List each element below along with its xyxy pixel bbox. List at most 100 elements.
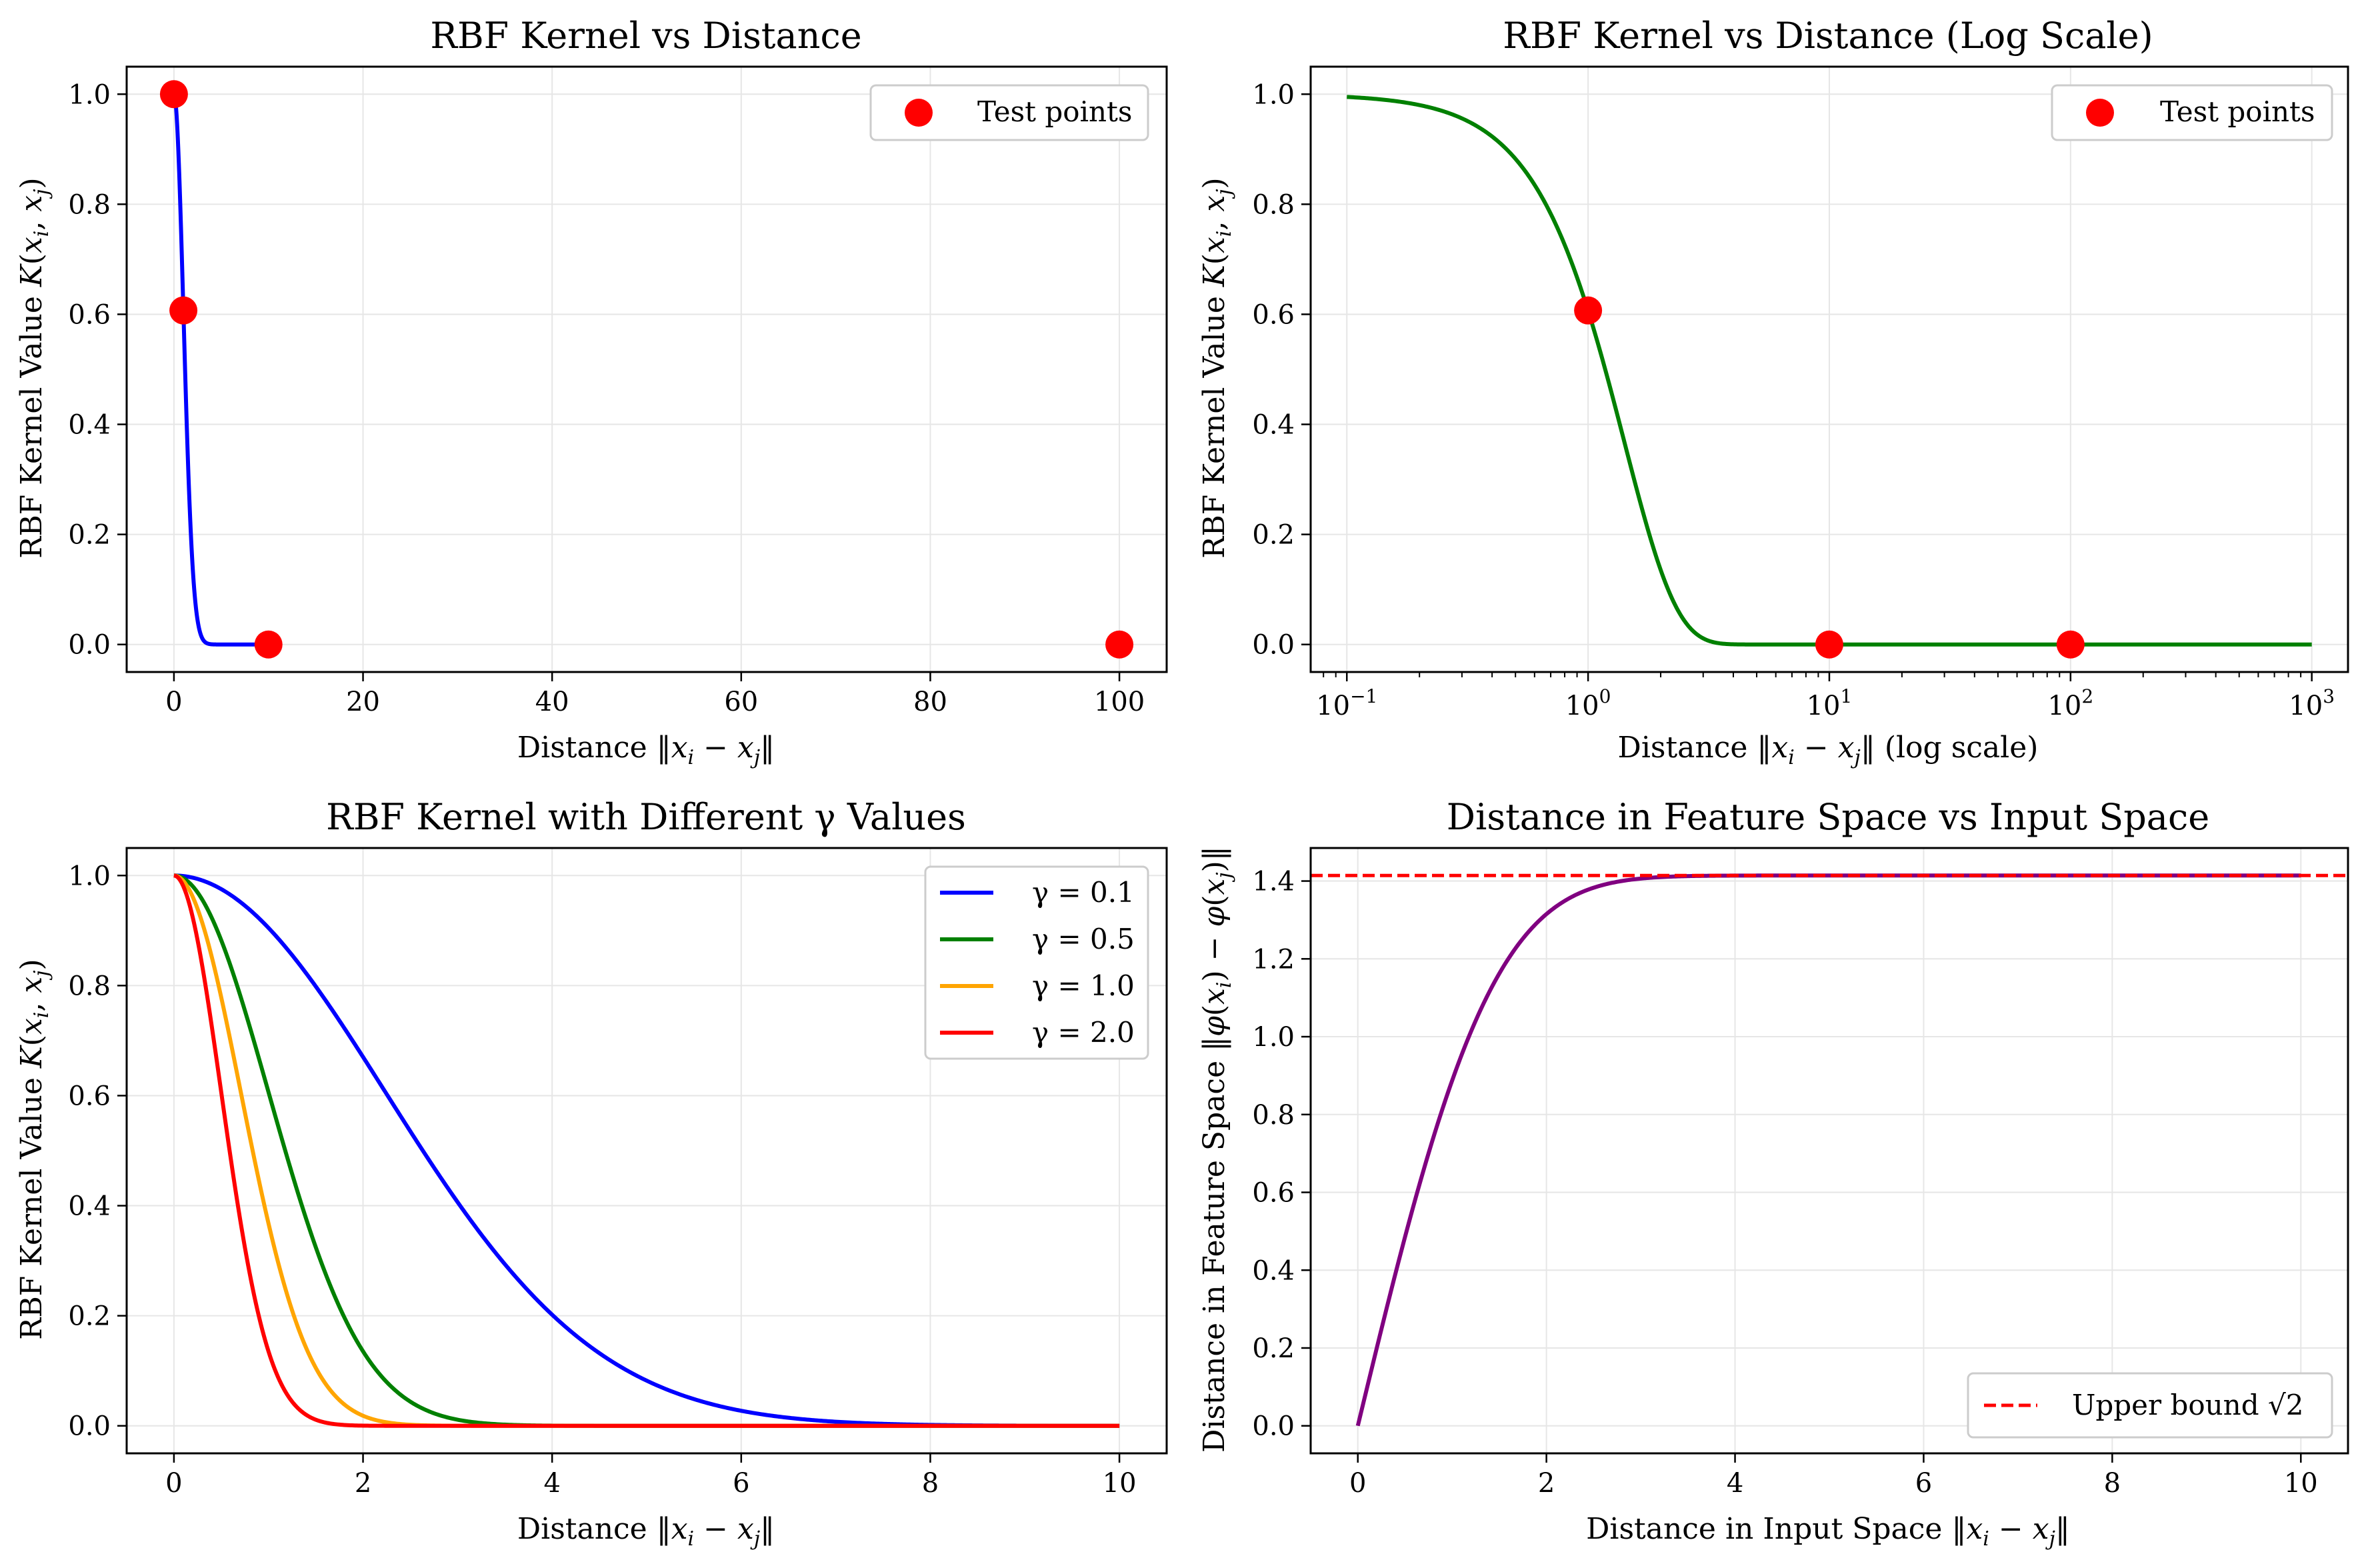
legend-label: Upper bound √2 [2072, 1389, 2303, 1421]
svg-text:RBF Kernel Value K(xi, xj): RBF Kernel Value K(xi, xj) [1197, 177, 1236, 558]
x-tick-label: 8 [922, 1468, 939, 1499]
y-axis-label-prefix: RBF Kernel Value [15, 1068, 49, 1340]
x-tick-label: 0 [165, 687, 182, 717]
test-point-marker [2056, 630, 2085, 659]
y-tick-label: 0.0 [1252, 630, 1295, 661]
legend-frame [2051, 84, 2333, 141]
x-tick-label: 0 [165, 1468, 182, 1499]
y-axis-label: RBF Kernel Value K(xi, xj) [15, 177, 53, 558]
y-tick-label: 1.2 [1252, 944, 1295, 975]
x-tick-label: 2 [1538, 1468, 1555, 1499]
x-tick-label: 6 [733, 1468, 749, 1499]
legend-frame [924, 865, 1149, 1060]
legend: Test points [2051, 84, 2333, 141]
chart-title: RBF Kernel vs Distance [430, 15, 861, 57]
axes-frame [1309, 847, 2349, 1455]
axes-frame [125, 65, 1168, 673]
y-axis-label-prefix: RBF Kernel Value [15, 287, 49, 559]
x-axis-label: Distance in Input Space ‖xi − xj‖ [1586, 1512, 2070, 1551]
legend-marker-test-points [905, 99, 933, 127]
x-tick-label: 4 [543, 1468, 560, 1499]
plot-series [1311, 873, 2348, 1427]
series-line-blue [172, 92, 271, 647]
test-point-marker [169, 296, 198, 325]
legend-label: γ = 0.1 [1032, 876, 1135, 909]
x-tick-label: 100 [1094, 687, 1145, 717]
svg-text:Distance ‖xi − xj‖ (log scale): Distance ‖xi − xj‖ (log scale) [1618, 731, 2039, 769]
chart-title: Distance in Feature Space vs Input Space [1447, 796, 2209, 838]
y-axis-label: RBF Kernel Value K(xi, xj) [15, 959, 53, 1339]
y-tick-label: 1.0 [1252, 79, 1295, 110]
y-axis-label-prefix: RBF Kernel Value [1197, 287, 1231, 559]
y-tick-label: 0.2 [1252, 520, 1295, 551]
x-axis-label-prefix: Distance ‖ [517, 1512, 671, 1546]
y-tick-label: 0.4 [68, 1191, 111, 1222]
legend-marker-test-points [2086, 99, 2114, 127]
plot-area: 0 2 4 6 8 10 0.0 0.2 0.4 0.6 0.8 1.0 1.2 1.4 [1252, 847, 2349, 1499]
chart-top-right: RBF Kernel vs Distance (Log Scale) Dista… [1197, 15, 2349, 769]
y-tick-label: 0.6 [1252, 1178, 1295, 1209]
x-tick-label: 4 [1727, 1468, 1743, 1499]
plot-area: 0 20 40 60 80 100 0.0 0.2 0.4 0.6 0.8 1.0 [68, 65, 1168, 717]
x-axis-label: Distance ‖xi − xj‖ [517, 731, 775, 769]
y-tick-label: 0.0 [68, 630, 111, 661]
legend-label: Test points [2160, 95, 2315, 128]
x-axis-label: Distance ‖xi − xj‖ (log scale) [1618, 731, 2039, 769]
y-tick-label: 0.8 [1252, 189, 1295, 220]
legend: Upper bound √2 [1967, 1372, 2333, 1439]
x-axis-label-prefix: Distance ‖ [517, 731, 671, 765]
svg-text:Distance ‖xi − xj‖: Distance ‖xi − xj‖ [517, 731, 775, 769]
legend-label: γ = 2.0 [1032, 1016, 1135, 1049]
y-tick-label: 0.4 [1252, 410, 1295, 441]
x-tick-label: 103 [2289, 685, 2335, 721]
y-tick-label: 0.0 [1252, 1411, 1295, 1442]
y-tick-label: 1.0 [68, 79, 111, 110]
x-axis-label-prefix: Distance in Input Space ‖ [1586, 1512, 1966, 1546]
y-tick-label: 0.4 [1252, 1255, 1295, 1286]
legend-label: Test points [977, 95, 1132, 128]
x-tick-label: 2 [355, 1468, 371, 1499]
test-point-marker [1105, 630, 1134, 659]
x-axis-label-prefix: Distance ‖ [1618, 731, 1772, 765]
y-tick-label: 0.4 [68, 410, 111, 441]
plot-series [173, 873, 1120, 1428]
plot-area: 0 2 4 6 8 10 0.0 0.2 0.4 0.6 0.8 1.0 [68, 847, 1168, 1499]
y-tick-label: 0.6 [68, 299, 111, 330]
legend: γ = 0.1 γ = 0.5 γ = 1.0 γ = 2.0 [924, 865, 1149, 1060]
x-tick-label: 20 [346, 687, 380, 717]
legend-label: γ = 1.0 [1032, 969, 1135, 1002]
svg-text:Distance in Feature Space ‖φ(x: Distance in Feature Space ‖φ(xi) − φ(xj)… [1197, 846, 1236, 1453]
chart-title: RBF Kernel with Different γ Values [326, 796, 966, 838]
y-tick-label: 0.8 [68, 189, 111, 220]
chart-bottom-right: Distance in Feature Space vs Input Space… [1197, 796, 2349, 1551]
y-axis-label: RBF Kernel Value K(xi, xj) [1197, 177, 1236, 558]
x-tick-label: 0 [1349, 1468, 1366, 1499]
chart-title: RBF Kernel vs Distance (Log Scale) [1503, 15, 2153, 57]
x-tick-label: 40 [535, 687, 569, 717]
test-point-marker [1815, 630, 1843, 659]
test-point-marker [1574, 296, 1603, 325]
y-tick-label: 0.6 [68, 1081, 111, 1111]
x-tick-label: 6 [1915, 1468, 1932, 1499]
y-axis-label-prefix: Distance in Feature Space ‖ [1197, 1037, 1231, 1453]
legend-label: γ = 0.5 [1032, 923, 1135, 955]
chart-top-left: RBF Kernel vs Distance Distance ‖xi − xj… [15, 15, 1168, 769]
axes-frame [125, 847, 1168, 1455]
series-line-red [173, 873, 1120, 1428]
x-tick-label: 80 [913, 687, 947, 717]
svg-text:RBF Kernel Value K(xi, xj): RBF Kernel Value K(xi, xj) [15, 959, 53, 1339]
test-point-marker [159, 80, 188, 109]
y-axis-label: Distance in Feature Space ‖φ(xi) − φ(xj)… [1197, 846, 1236, 1453]
x-axis-label: Distance ‖xi − xj‖ [517, 1512, 775, 1551]
legend-frame [869, 84, 1149, 141]
y-tick-label: 0.6 [1252, 299, 1295, 330]
x-tick-label: 101 [1807, 685, 1853, 721]
x-tick-label: 10−1 [1316, 685, 1377, 721]
y-tick-label: 0.8 [1252, 1100, 1295, 1131]
y-tick-label: 0.2 [68, 520, 111, 551]
svg-text:RBF Kernel Value K(xi, xj): RBF Kernel Value K(xi, xj) [15, 177, 53, 558]
y-tick-label: 0.2 [1252, 1333, 1295, 1364]
y-tick-label: 0.0 [68, 1411, 111, 1442]
svg-text:Distance in Input Space ‖xi −: Distance in Input Space ‖xi − xj‖ [1586, 1512, 2070, 1551]
